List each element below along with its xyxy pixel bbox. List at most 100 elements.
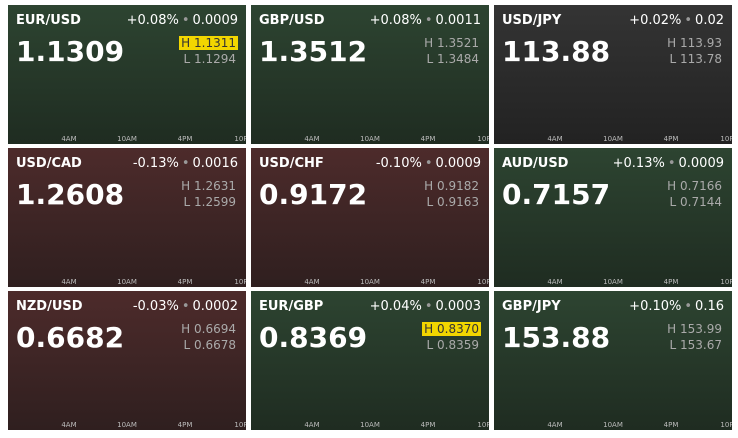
low-value: 153.67 (680, 338, 722, 352)
high-value: 1.1311 (194, 36, 236, 50)
ticker-tile: 4AM 10AM 4PM 10P GBP/JPY +0.10% • 0.16 153.88 H 1… (494, 291, 732, 430)
low-value: 0.6678 (194, 338, 236, 352)
sparkline-chart: 4AM 10AM 4PM 10P (547, 278, 732, 286)
pair-name: USD/CAD (16, 156, 82, 171)
ticker-tile: 4AM 10AM 4PM 10P AUD/USD +0.13% • 0.0009 0.7157 H… (494, 148, 732, 287)
high-label: H (424, 179, 434, 193)
price: 0.7157 (502, 178, 611, 211)
pair-name: USD/CHF (259, 156, 324, 171)
time-label: 4PM (664, 421, 679, 429)
time-label: 4AM (547, 278, 562, 286)
ticker-tile: 4AM 10AM 4PM 10P NZD/USD -0.03% • 0.0002 0.6682 H… (8, 291, 246, 430)
low: L 0.9163 (424, 195, 481, 209)
high: H 0.9182 (422, 179, 481, 193)
time-label: 4AM (304, 135, 319, 143)
time-label: 10AM (117, 421, 137, 429)
time-label: 4PM (664, 135, 679, 143)
time-label: 4AM (547, 135, 562, 143)
sparkline-chart: 4AM 10AM 4PM 10P (547, 135, 732, 143)
low-value: 0.7144 (680, 195, 722, 209)
low: L 0.8359 (424, 338, 481, 352)
price: 1.1309 (16, 35, 125, 68)
low-label: L (669, 338, 677, 352)
change-info: -0.10% • 0.0009 (376, 156, 481, 171)
time-label: 4AM (61, 278, 76, 286)
high: H 0.8370 (422, 322, 481, 336)
low: L 1.2599 (181, 195, 238, 209)
time-label: 10AM (117, 135, 137, 143)
low-label: L (426, 52, 434, 66)
time-label: 10AM (603, 278, 623, 286)
high: H 1.1311 (179, 36, 238, 50)
low: L 153.67 (667, 338, 724, 352)
change-diff: 0.0011 (435, 13, 482, 28)
low-value: 1.3484 (437, 52, 479, 66)
time-label: 4PM (421, 278, 436, 286)
change-info: -0.13% • 0.0016 (133, 156, 238, 171)
ticker-tile: 4AM 10AM 4PM 10P USD/CHF -0.10% • 0.0009 0.9172 H… (251, 148, 489, 287)
ticker-tile: 4AM 10AM 4PM 10P USD/JPY +0.02% • 0.02 113.88 H 1… (494, 5, 732, 144)
time-label: 10P (234, 278, 246, 286)
time-label: 4PM (178, 278, 193, 286)
high-label: H (667, 322, 677, 336)
change-percent: -0.03% (132, 299, 179, 314)
low-value: 1.2599 (194, 195, 236, 209)
change-diff: 0.0009 (192, 13, 239, 28)
high-label: H (667, 179, 677, 193)
separator: • (424, 13, 433, 28)
change-percent: +0.04% (369, 299, 422, 314)
change-info: -0.03% • 0.0002 (133, 299, 238, 314)
high-label: H (424, 322, 434, 336)
high-value: 0.6694 (194, 322, 236, 336)
low-value: 0.8359 (437, 338, 479, 352)
ticker-tile: 4AM 10AM 4PM 10P GBP/USD +0.08% • 0.0011 1.3512 H… (251, 5, 489, 144)
change-percent: +0.08% (369, 13, 422, 28)
pair-name: NZD/USD (16, 299, 83, 314)
low: L 1.1294 (181, 52, 238, 66)
high: H 0.7166 (665, 179, 724, 193)
high-value: 1.3521 (437, 36, 479, 50)
time-label: 10AM (117, 278, 137, 286)
price: 153.88 (502, 321, 611, 354)
change-percent: +0.02% (629, 13, 682, 28)
ticker-grid: 4AM 10AM 4PM 10P EUR/USD +0.08% • 0.0009 1.1309 H… (8, 5, 735, 430)
time-label: 4PM (664, 278, 679, 286)
high-value: 0.7166 (680, 179, 722, 193)
low: L 1.3484 (424, 52, 481, 66)
price: 0.9172 (259, 178, 368, 211)
low-label: L (183, 338, 191, 352)
high-label: H (181, 322, 191, 336)
sparkline-chart: 4AM 10AM 4PM 10P (304, 278, 489, 286)
separator: • (424, 299, 433, 314)
high: H 113.93 (665, 36, 724, 50)
high-label: H (181, 36, 191, 50)
high: H 1.3521 (422, 36, 481, 50)
price: 0.6682 (16, 321, 125, 354)
separator: • (684, 299, 693, 314)
time-label: 4AM (304, 278, 319, 286)
time-label: 10P (477, 421, 489, 429)
pair-name: GBP/USD (259, 13, 325, 28)
high-value: 0.8370 (437, 322, 479, 336)
ticker-tile: 4AM 10AM 4PM 10P USD/CAD -0.13% • 0.0016 1.2608 H… (8, 148, 246, 287)
separator: • (684, 13, 693, 28)
change-diff: 0.0016 (192, 156, 239, 171)
high-label: H (181, 179, 191, 193)
time-label: 4PM (421, 421, 436, 429)
low-label: L (669, 195, 677, 209)
high: H 153.99 (665, 322, 724, 336)
time-label: 4AM (304, 421, 319, 429)
change-percent: -0.13% (132, 156, 179, 171)
time-label: 10AM (360, 421, 380, 429)
time-label: 10P (720, 278, 732, 286)
separator: • (181, 299, 190, 314)
pair-name: AUD/USD (502, 156, 569, 171)
separator: • (181, 156, 190, 171)
time-label: 10AM (603, 135, 623, 143)
time-label: 10P (720, 421, 732, 429)
price: 0.8369 (259, 321, 368, 354)
time-label: 4PM (178, 135, 193, 143)
high-label: H (424, 36, 434, 50)
pair-name: USD/JPY (502, 13, 562, 28)
change-diff: 0.16 (695, 299, 724, 314)
